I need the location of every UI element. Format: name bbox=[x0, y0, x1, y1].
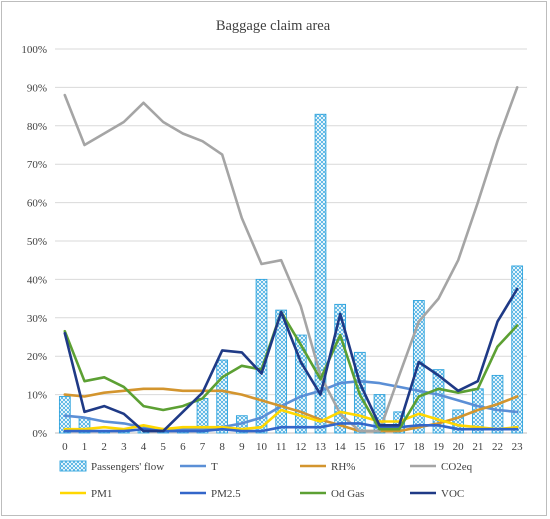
bar-passengers-flow bbox=[294, 334, 307, 434]
legend-item: CO2eq bbox=[410, 461, 473, 473]
legend-label: RH% bbox=[331, 461, 355, 473]
x-tick-label: 22 bbox=[492, 441, 503, 453]
x-tick-label: 9 bbox=[239, 441, 245, 453]
legend-label: VOC bbox=[441, 488, 464, 500]
x-tick-label: 21 bbox=[472, 441, 483, 453]
y-tick-label: 40% bbox=[27, 274, 47, 286]
y-tick-label: 60% bbox=[27, 198, 47, 210]
legend-item: T bbox=[180, 461, 218, 473]
y-axis-ticks: 0% 10% 20% 30% 40% 50% 60% 70% 80% 90% 100% bbox=[21, 44, 47, 440]
series-line-pm1 bbox=[63, 408, 519, 431]
y-tick-label: 90% bbox=[27, 82, 47, 94]
legend-item: VOC bbox=[410, 488, 464, 500]
legend-item: PM2.5 bbox=[180, 488, 241, 500]
y-tick-label: 50% bbox=[27, 236, 47, 248]
y-tick-label: 20% bbox=[27, 351, 47, 363]
x-tick-label: 6 bbox=[180, 441, 186, 453]
bar-passengers-flow bbox=[314, 113, 327, 434]
bar-passengers-flow bbox=[432, 369, 445, 434]
legend-label: CO2eq bbox=[441, 461, 473, 473]
x-tick-label: 23 bbox=[512, 441, 524, 453]
y-tick-label: 0% bbox=[32, 428, 47, 440]
y-tick-label: 70% bbox=[27, 159, 47, 171]
series-line-od-gas bbox=[63, 310, 519, 431]
legend-item: PM1 bbox=[60, 488, 112, 500]
line-series bbox=[63, 86, 519, 433]
x-tick-label: 4 bbox=[141, 441, 147, 453]
bar-passengers-flow bbox=[216, 359, 229, 434]
bar-passengers-flow bbox=[452, 409, 465, 434]
bar-passengers-flow bbox=[275, 309, 288, 434]
x-tick-label: 13 bbox=[315, 441, 327, 453]
x-tick-label: 3 bbox=[121, 441, 127, 453]
x-tick-label: 11 bbox=[276, 441, 287, 453]
legend-item: RH% bbox=[300, 461, 355, 473]
series-line-rh bbox=[63, 387, 519, 433]
x-tick-label: 15 bbox=[354, 441, 366, 453]
x-tick-label: 14 bbox=[335, 441, 347, 453]
legend-item: Passengers' flow bbox=[59, 460, 164, 473]
gridlines bbox=[55, 48, 527, 434]
legend-label: PM1 bbox=[91, 488, 112, 500]
series-line-co2eq bbox=[63, 86, 519, 433]
legend-swatch-bar bbox=[59, 460, 87, 472]
bar-passengers-flow bbox=[511, 265, 524, 434]
x-tick-label: 2 bbox=[101, 441, 107, 453]
legend-label: T bbox=[211, 461, 218, 473]
x-axis-ticks: 0 1 2 3 4 5 6 7 8 9 10 11 12 13 14 15 16 17 18 19 20 21 22 23 bbox=[62, 441, 523, 453]
series-line-voc bbox=[63, 287, 519, 433]
y-tick-label: 30% bbox=[27, 313, 47, 325]
x-tick-label: 1 bbox=[82, 441, 88, 453]
bar-passengers-flow bbox=[334, 303, 347, 434]
x-tick-label: 7 bbox=[200, 441, 206, 453]
legend-label: Od Gas bbox=[331, 488, 364, 500]
x-tick-label: 0 bbox=[62, 441, 68, 453]
x-tick-label: 20 bbox=[453, 441, 465, 453]
y-tick-label: 80% bbox=[27, 121, 47, 133]
x-tick-label: 16 bbox=[374, 441, 386, 453]
legend-label: PM2.5 bbox=[211, 488, 241, 500]
x-tick-label: 5 bbox=[160, 441, 166, 453]
legend-item: Od Gas bbox=[300, 488, 364, 500]
x-tick-label: 8 bbox=[219, 441, 225, 453]
legend-label: Passengers' flow bbox=[91, 461, 164, 473]
chart-title: Baggage claim area bbox=[216, 18, 331, 34]
x-tick-label: 10 bbox=[256, 441, 268, 453]
x-tick-label: 19 bbox=[433, 441, 445, 453]
x-tick-label: 12 bbox=[295, 441, 306, 453]
x-tick-label: 17 bbox=[394, 441, 406, 453]
y-tick-label: 100% bbox=[21, 44, 47, 56]
y-tick-label: 10% bbox=[27, 390, 47, 402]
x-tick-label: 18 bbox=[413, 441, 425, 453]
legend: Passengers' flow T RH% CO2eq PM1 PM2.5 Od Gas V… bbox=[59, 460, 473, 500]
